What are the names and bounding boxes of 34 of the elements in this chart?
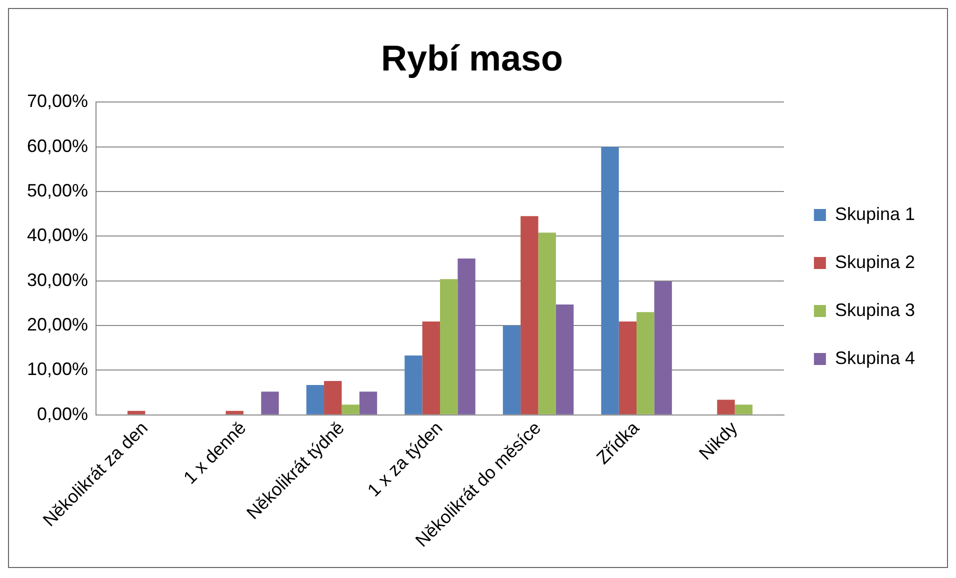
legend-label: Skupina 2 xyxy=(834,252,916,272)
bar xyxy=(422,322,440,414)
bar xyxy=(306,384,324,414)
y-tick-label: 70,00% xyxy=(26,91,88,112)
bar xyxy=(717,400,735,414)
bar xyxy=(226,410,244,414)
y-tick-label: 50,00% xyxy=(26,180,88,201)
bar xyxy=(502,326,521,414)
bar xyxy=(127,410,146,414)
bar xyxy=(324,380,342,414)
bar xyxy=(261,392,279,414)
bar xyxy=(636,312,654,414)
y-tick-label: 30,00% xyxy=(26,270,88,290)
y-tick-label: 0,00% xyxy=(37,404,88,424)
legend-label: Skupina 1 xyxy=(834,204,916,224)
bar xyxy=(734,404,752,414)
bar xyxy=(342,404,360,414)
chart-title: Rybí maso xyxy=(380,38,564,79)
bar xyxy=(556,304,574,414)
legend-label: Skupina 3 xyxy=(834,300,916,320)
y-tick-label: 10,00% xyxy=(26,359,88,380)
bar xyxy=(520,216,538,414)
y-tick-label: 60,00% xyxy=(26,136,88,156)
legend-label: Skupina 4 xyxy=(834,348,916,368)
bar xyxy=(601,146,619,414)
bar xyxy=(404,355,422,414)
bar xyxy=(440,279,458,414)
y-tick-label: 20,00% xyxy=(26,314,88,335)
y-tick-label: 40,00% xyxy=(26,225,88,246)
bar xyxy=(654,281,672,414)
bar xyxy=(359,392,378,414)
bar xyxy=(538,232,556,414)
bar xyxy=(458,258,476,414)
bar xyxy=(618,322,637,414)
